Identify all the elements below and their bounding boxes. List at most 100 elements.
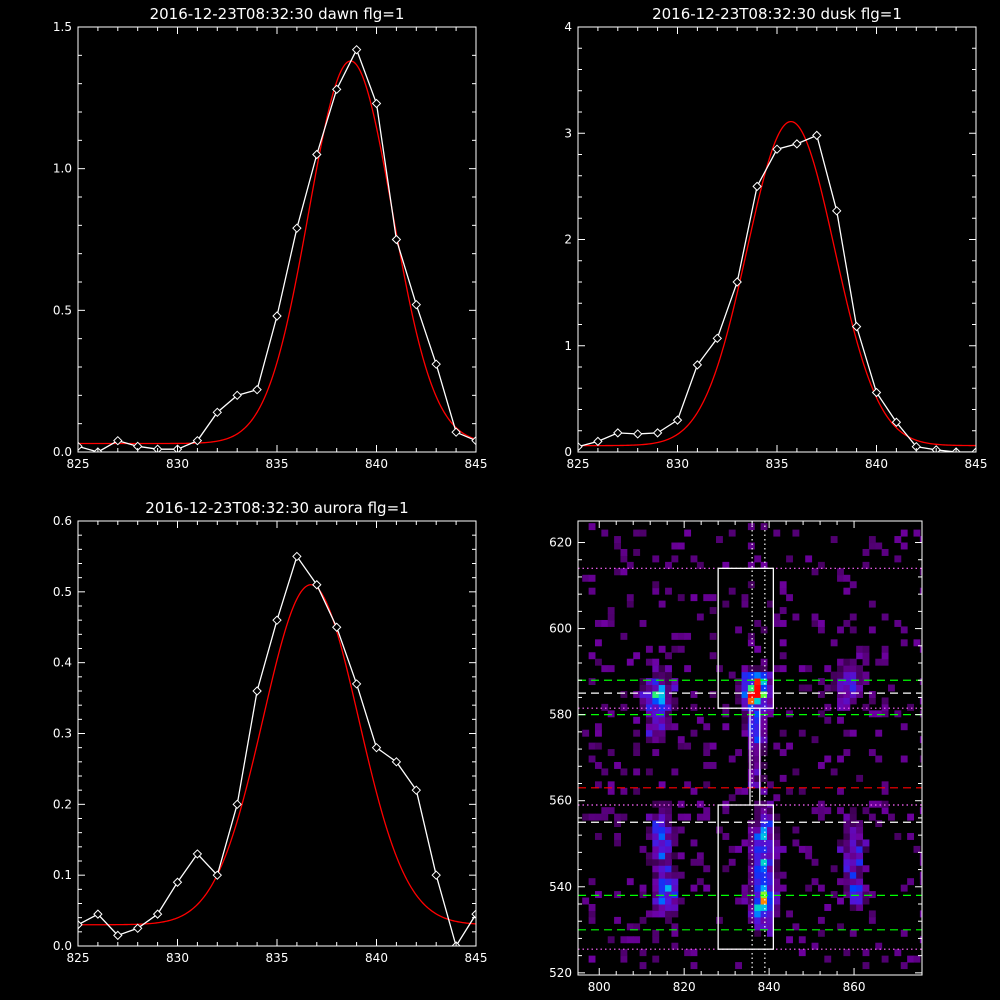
heatmap-cell [645,645,653,653]
heatmap-cell [798,787,806,795]
heatmap-cell [735,962,743,970]
heatmap-cell [620,949,628,957]
heatmap-cell [843,665,851,673]
heatmap-cell [843,697,851,705]
heatmap-cell [760,910,768,918]
heatmap-cell [652,955,660,963]
data-point [692,360,703,370]
heatmap-cell [665,671,672,679]
heatmap-cell [728,671,736,679]
heatmap-cell [722,807,730,815]
heatmap-cell [875,710,883,718]
data-point [792,139,802,149]
heatmap-cell [843,878,851,886]
heatmap-cell [703,807,711,815]
heatmap-cell [665,884,672,892]
heatmap-cell [868,916,876,924]
heatmap-cell [652,903,660,911]
heatmap-cell [766,897,774,905]
heatmap-cell [754,845,762,853]
heatmap-cell [817,710,825,718]
heatmap-cell [900,626,908,634]
heatmap-cell [703,594,711,602]
heatmap-cell [709,607,717,615]
heatmap-cell [843,690,851,698]
heatmap-cell [665,807,672,815]
heatmap-cell [754,555,762,563]
heatmap-cell [652,878,660,886]
data-point [672,415,683,425]
heatmap-cell [614,839,621,847]
heatmap-cell [837,626,844,634]
y-tick-label: 0.2 [53,797,72,811]
heatmap-cell [881,787,889,795]
heatmap-cell [766,820,774,828]
heatmap-cell [645,716,653,724]
data-line [578,134,976,452]
x-tick-label: 830 [166,951,189,965]
heatmap-cell [677,632,685,640]
heatmap-cell [747,839,755,847]
heatmap-cell [766,839,774,847]
data-point [772,144,782,154]
heatmap-cell [843,832,851,840]
heatmap-cell [735,626,743,634]
heatmap-cell [652,678,660,686]
heatmap-cell [722,600,730,608]
heatmap-cell [805,665,813,673]
heatmap-cell [658,807,666,815]
data-point [752,181,762,192]
heatmap-cell [588,523,596,531]
heatmap-cell [792,768,800,776]
heatmap-cell [658,865,666,873]
heatmap-cell [639,891,647,899]
heatmap-cell [811,568,819,576]
heatmap-cell [620,568,628,576]
heatmap-cell [773,665,781,673]
heatmap-cell [639,697,647,705]
y-tick-label: 3 [564,126,572,140]
heatmap-cell [824,665,832,673]
heatmap-cell [665,903,672,911]
heatmap-cell [766,910,774,918]
heatmap-cell [766,891,774,899]
heatmap-cell [658,845,666,853]
heatmap-cell [856,774,864,782]
heatmap-cell [652,826,660,834]
heatmap-cell [652,736,660,744]
heatmap-cell [665,716,672,724]
heatmap-cell [766,710,774,718]
plot-area [78,44,476,452]
heatmap-cell [747,542,755,550]
heatmap-cell [645,684,653,692]
connector-line [749,708,761,806]
heatmap-cell [760,710,768,718]
heatmap-cell [773,910,781,918]
heatmap-cell [639,619,647,627]
heatmap-cell [601,529,609,537]
heatmap-cell [779,871,787,879]
heatmap-cell [652,891,660,899]
heatmap-cell [919,536,922,544]
data-point [93,909,103,919]
heatmap-cell [773,865,781,873]
heatmap-cell [856,845,864,853]
heatmap-cell [849,871,857,879]
plot-area [78,551,476,946]
heatmap-cell [779,587,787,595]
heatmap-cell [684,813,692,821]
heatmap-cell [856,871,864,879]
heatmap-cell [773,871,781,879]
heatmap-cell [792,839,800,847]
heatmap-cell [582,574,590,582]
chart-panel-4: 800 820 840 860 520 540 560 580 600 620 [549,520,923,994]
chart-panel-3: 2016-12-23T08:32:30 aurora flg=1 825 830 83… [53,499,488,965]
heatmap-cell [760,723,768,731]
x-tick-label: 820 [673,980,696,994]
heatmap-cell [811,736,819,744]
heatmap-cell [786,910,793,918]
heatmap-cell [639,690,647,698]
heatmap-cell [786,742,793,750]
heatmap-cell [894,832,902,840]
heatmap-cell [754,858,762,866]
